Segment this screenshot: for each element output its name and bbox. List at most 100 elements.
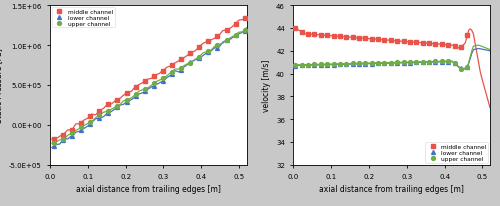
- lower channel: [142, 91, 148, 93]
- upper channel: [106, 110, 112, 112]
- upper channel: [51, 142, 57, 144]
- upper channel: [132, 94, 138, 96]
- middle channel: [318, 34, 324, 37]
- upper channel: [87, 122, 93, 124]
- lower channel: [432, 61, 438, 64]
- upper channel: [151, 83, 157, 85]
- lower channel: [407, 62, 413, 64]
- lower channel: [178, 69, 184, 72]
- middle channel: [224, 29, 230, 32]
- upper channel: [344, 63, 349, 66]
- middle channel: [426, 43, 432, 45]
- lower channel: [312, 64, 318, 67]
- middle channel: [187, 53, 193, 55]
- middle channel: [330, 35, 336, 38]
- upper channel: [292, 64, 298, 67]
- upper channel: [350, 63, 356, 66]
- Y-axis label: velocity [m/s]: velocity [m/s]: [262, 59, 270, 112]
- middle channel: [445, 44, 451, 47]
- middle channel: [114, 99, 120, 101]
- upper channel: [400, 62, 406, 64]
- middle channel: [407, 41, 413, 44]
- middle channel: [356, 37, 362, 40]
- lower channel: [292, 65, 298, 67]
- upper channel: [206, 51, 212, 53]
- lower channel: [330, 64, 336, 67]
- upper channel: [142, 88, 148, 91]
- upper channel: [420, 61, 426, 64]
- lower channel: [106, 112, 112, 114]
- lower channel: [206, 52, 212, 54]
- middle channel: [432, 43, 438, 46]
- lower channel: [324, 64, 330, 67]
- lower channel: [298, 65, 304, 67]
- Legend: middle channel, lower channel, upper channel: middle channel, lower channel, upper cha…: [52, 8, 114, 28]
- middle channel: [106, 103, 112, 106]
- lower channel: [96, 117, 102, 120]
- upper channel: [458, 69, 464, 71]
- middle channel: [414, 42, 420, 44]
- middle channel: [160, 70, 166, 73]
- upper channel: [407, 62, 413, 64]
- middle channel: [196, 46, 202, 49]
- upper channel: [124, 99, 130, 102]
- lower channel: [51, 145, 57, 148]
- upper channel: [214, 45, 220, 47]
- middle channel: [368, 38, 374, 41]
- lower channel: [362, 63, 368, 66]
- middle channel: [344, 36, 349, 39]
- upper channel: [312, 64, 318, 66]
- upper channel: [337, 63, 343, 66]
- upper channel: [196, 56, 202, 59]
- middle channel: [169, 64, 175, 67]
- upper channel: [439, 61, 445, 63]
- middle channel: [394, 40, 400, 43]
- X-axis label: axial distance from trailing edges [m]: axial distance from trailing edges [m]: [320, 185, 464, 194]
- X-axis label: axial distance from trailing edges [m]: axial distance from trailing edges [m]: [76, 185, 221, 194]
- upper channel: [224, 40, 230, 42]
- lower channel: [350, 63, 356, 66]
- lower channel: [439, 61, 445, 64]
- upper channel: [169, 71, 175, 74]
- middle channel: [439, 44, 445, 46]
- lower channel: [114, 106, 120, 109]
- middle channel: [151, 76, 157, 78]
- upper channel: [69, 132, 75, 135]
- lower channel: [187, 62, 193, 64]
- middle channel: [375, 39, 381, 41]
- upper channel: [160, 78, 166, 80]
- Line: lower channel: lower channel: [294, 60, 470, 71]
- upper channel: [324, 64, 330, 66]
- upper channel: [426, 61, 432, 63]
- lower channel: [414, 62, 420, 64]
- upper channel: [382, 62, 388, 65]
- lower channel: [452, 63, 458, 65]
- lower channel: [318, 64, 324, 67]
- middle channel: [337, 36, 343, 39]
- upper channel: [318, 64, 324, 66]
- upper channel: [452, 63, 458, 65]
- Line: upper channel: upper channel: [52, 29, 246, 145]
- lower channel: [132, 96, 138, 98]
- Legend: middle channel, lower channel, upper channel: middle channel, lower channel, upper cha…: [426, 143, 488, 163]
- lower channel: [426, 62, 432, 64]
- upper channel: [78, 127, 84, 129]
- lower channel: [394, 62, 400, 65]
- middle channel: [298, 32, 304, 34]
- lower channel: [60, 139, 66, 141]
- lower channel: [232, 35, 238, 37]
- lower channel: [214, 47, 220, 50]
- middle channel: [206, 41, 212, 43]
- upper channel: [242, 29, 248, 32]
- lower channel: [356, 63, 362, 66]
- middle channel: [458, 47, 464, 49]
- upper channel: [362, 63, 368, 65]
- middle channel: [388, 40, 394, 42]
- middle channel: [178, 59, 184, 61]
- upper channel: [356, 63, 362, 65]
- upper channel: [394, 62, 400, 64]
- Line: middle channel: middle channel: [52, 17, 246, 141]
- upper channel: [432, 61, 438, 63]
- upper channel: [464, 66, 470, 69]
- upper channel: [187, 63, 193, 65]
